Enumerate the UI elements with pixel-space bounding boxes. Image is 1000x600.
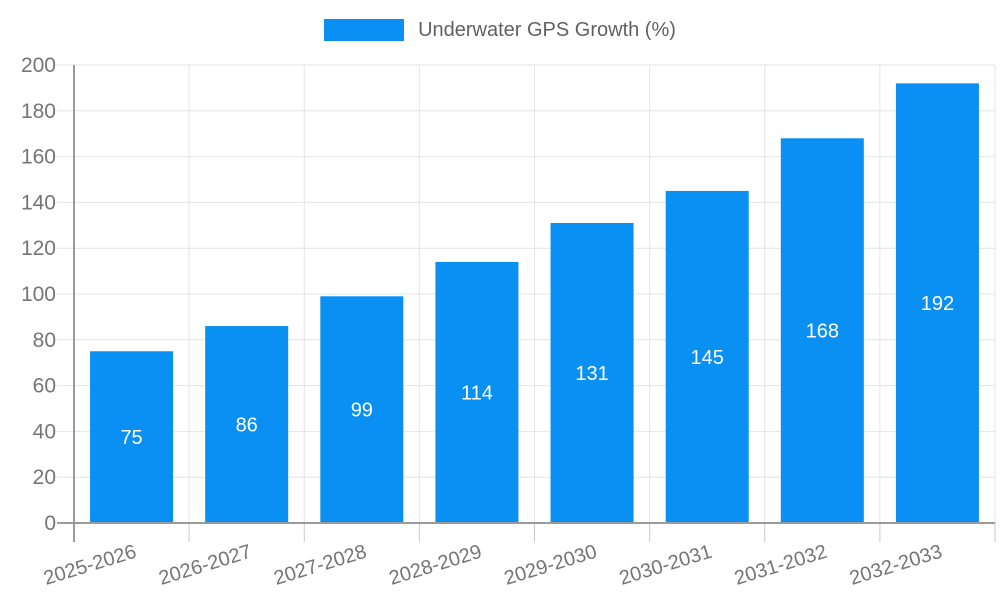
bar-value-label: 192 <box>921 293 954 315</box>
bar-value-label: 168 <box>806 321 839 343</box>
bar[interactable] <box>205 326 289 523</box>
x-tick-label: 2025-2026 <box>41 541 139 590</box>
bar-value-label: 75 <box>120 427 142 449</box>
y-tick-label: 160 <box>21 146 56 169</box>
y-tick-label: 180 <box>21 100 56 123</box>
x-tick-label: 2030-2031 <box>617 541 715 590</box>
y-tick-label: 100 <box>21 283 56 306</box>
bar[interactable] <box>665 190 749 523</box>
bar-value-label: 114 <box>461 382 493 404</box>
bar[interactable] <box>90 351 174 523</box>
bar-value-label: 86 <box>236 415 258 437</box>
bar[interactable] <box>320 296 404 523</box>
x-tick-label: 2032-2033 <box>847 541 945 590</box>
bar-value-label: 99 <box>351 400 373 422</box>
y-tick-label: 40 <box>33 420 56 443</box>
x-tick-label: 2026-2027 <box>156 541 254 590</box>
y-tick-label: 80 <box>33 329 56 352</box>
y-tick-label: 20 <box>33 466 56 489</box>
bar[interactable] <box>895 83 979 523</box>
x-tick-label: 2031-2032 <box>732 541 830 590</box>
bar-value-label: 145 <box>691 347 724 369</box>
bar[interactable] <box>550 223 634 523</box>
y-tick-label: 140 <box>21 191 56 214</box>
x-tick-label: 2029-2030 <box>502 541 600 590</box>
y-tick-label: 0 <box>44 512 56 535</box>
y-tick-label: 120 <box>21 237 56 260</box>
y-tick-label: 60 <box>33 375 56 398</box>
bar[interactable] <box>780 138 864 523</box>
bar[interactable] <box>435 261 519 523</box>
x-tick-label: 2028-2029 <box>386 541 484 590</box>
y-tick-label: 200 <box>21 54 56 77</box>
bar-value-label: 131 <box>575 363 608 385</box>
x-tick-label: 2027-2028 <box>271 541 369 590</box>
